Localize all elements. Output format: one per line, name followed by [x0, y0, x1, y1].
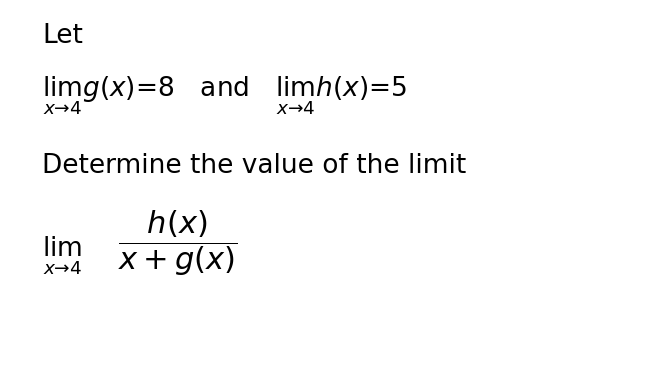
- Text: $\lim_{x\to 4} g(x) = 8 \quad \text{and} \quad \lim_{x\to 4} h(x) = 5$: $\lim_{x\to 4} g(x) = 8 \quad \text{and}…: [42, 74, 407, 117]
- Text: $\lim_{x\to 4}$: $\lim_{x\to 4}$: [42, 234, 82, 277]
- Text: Let: Let: [42, 23, 83, 49]
- Text: Determine the value of the limit: Determine the value of the limit: [42, 153, 466, 179]
- Text: $\dfrac{h(x)}{x + g(x)}$: $\dfrac{h(x)}{x + g(x)}$: [118, 208, 238, 277]
